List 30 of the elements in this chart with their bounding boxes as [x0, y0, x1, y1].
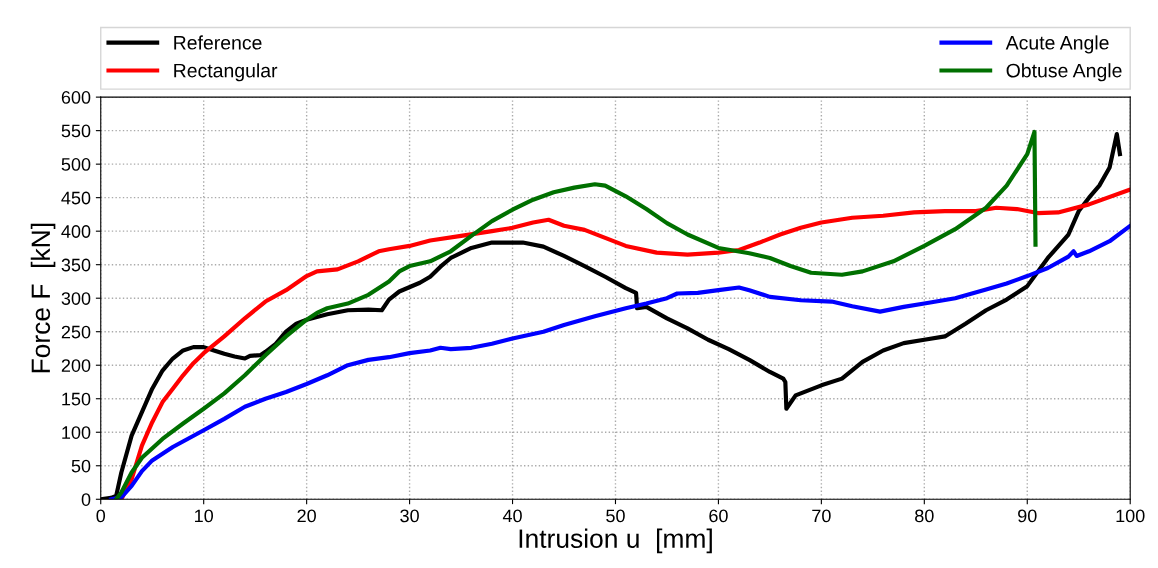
legend-label: Reference — [174, 35, 262, 50]
x-tick-label: 90 — [1018, 509, 1037, 523]
y-tick-label: 250 — [61, 325, 91, 339]
x-tick-label: 10 — [195, 509, 214, 523]
x-tick-label: 20 — [297, 509, 316, 523]
y-tick-label: 600 — [61, 91, 91, 104]
legend-label: Rectangular — [174, 63, 278, 82]
y-tick-label: 200 — [61, 359, 91, 372]
y-tick-label: 50 — [71, 459, 91, 473]
y-tick-label: 400 — [61, 225, 91, 238]
x-tick-label: 80 — [915, 509, 934, 523]
y-tick-label: 450 — [61, 191, 91, 205]
x-tick-label: 30 — [400, 509, 419, 523]
y-tick-label: 350 — [61, 258, 91, 272]
x-tick-label: 60 — [709, 509, 728, 523]
y-tick-label: 500 — [61, 158, 91, 171]
x-axis-title: Intrusion u [mm] — [519, 528, 712, 554]
y-tick-label: 550 — [61, 124, 91, 138]
y-tick-label: 150 — [62, 392, 91, 406]
legend-label: Acute Angle — [1005, 35, 1109, 54]
y-tick-label: 0 — [81, 493, 91, 506]
legend-label: Obtuse Angle — [1006, 63, 1122, 82]
x-tick-label: 100 — [1116, 509, 1145, 523]
x-tick-label: 50 — [606, 509, 625, 523]
x-tick-label: 70 — [812, 509, 831, 523]
y-tick-label: 100 — [62, 426, 91, 439]
x-tick-label: 0 — [96, 509, 106, 523]
y-tick-label: 300 — [61, 292, 91, 305]
x-tick-label: 40 — [502, 509, 522, 523]
y-axis-title: Force F [kN] — [30, 223, 56, 373]
